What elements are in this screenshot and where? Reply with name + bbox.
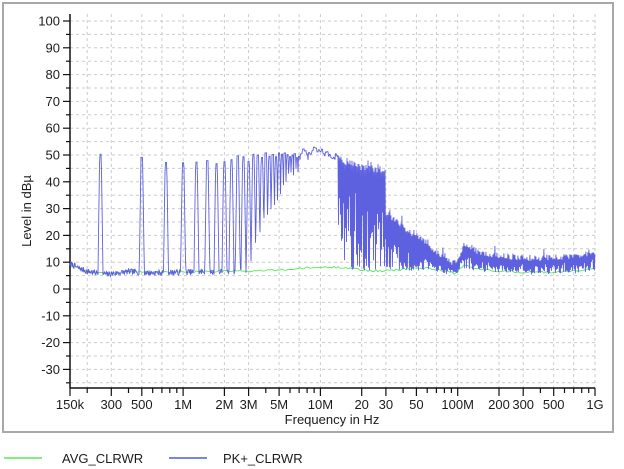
x-tick-label: 50 [409,397,423,412]
y-tick-label: 20 [46,228,60,243]
x-axis-title: Frequency in Hz [285,412,380,427]
x-tick-label: 2M [215,397,233,412]
x-tick-label: 300 [100,397,122,412]
x-tick-label: 5M [270,397,288,412]
y-tick-label: 60 [46,121,60,136]
x-tick-label: 200 [488,397,510,412]
y-tick-label: -20 [41,335,60,350]
x-tick-label: 100M [441,397,474,412]
x-tick-label: 300 [512,397,534,412]
y-tick-label: 50 [46,148,60,163]
x-tick-label: 3M [240,397,258,412]
y-tick-label: 100 [38,14,60,29]
y-tick-label: 40 [46,174,60,189]
x-tick-label: 30 [379,397,393,412]
y-tick-label: 10 [46,255,60,270]
y-tick-label: 90 [46,40,60,55]
y-axis-title: Level in dBµ [19,175,34,247]
y-tick-label: 0 [53,282,60,297]
legend-label-avg: AVG_CLRWR [62,451,143,466]
y-tick-label: -30 [41,362,60,377]
x-tick-label: 500 [131,397,153,412]
trace-area [69,146,596,278]
x-tick-label: 1M [174,397,192,412]
x-tick-label: 150k [56,397,85,412]
y-tick-label: -10 [41,308,60,323]
y-tick-label: 80 [46,67,60,82]
x-tick-label: 20 [354,397,368,412]
legend-label-pk: PK+_CLRWR [223,451,303,466]
gridlines [70,14,596,388]
x-tick-label: 1G [586,397,603,412]
x-tick-label: 10M [308,397,333,412]
legend: AVG_CLRWR PK+_CLRWR [4,451,303,466]
y-tick-label: 70 [46,94,60,109]
y-tick-label: 30 [46,201,60,216]
pk-plus-clrwr-trace [69,146,596,278]
x-tick-label: 500 [543,397,565,412]
chart-frame [2,2,614,433]
axis-ticks [63,20,596,396]
